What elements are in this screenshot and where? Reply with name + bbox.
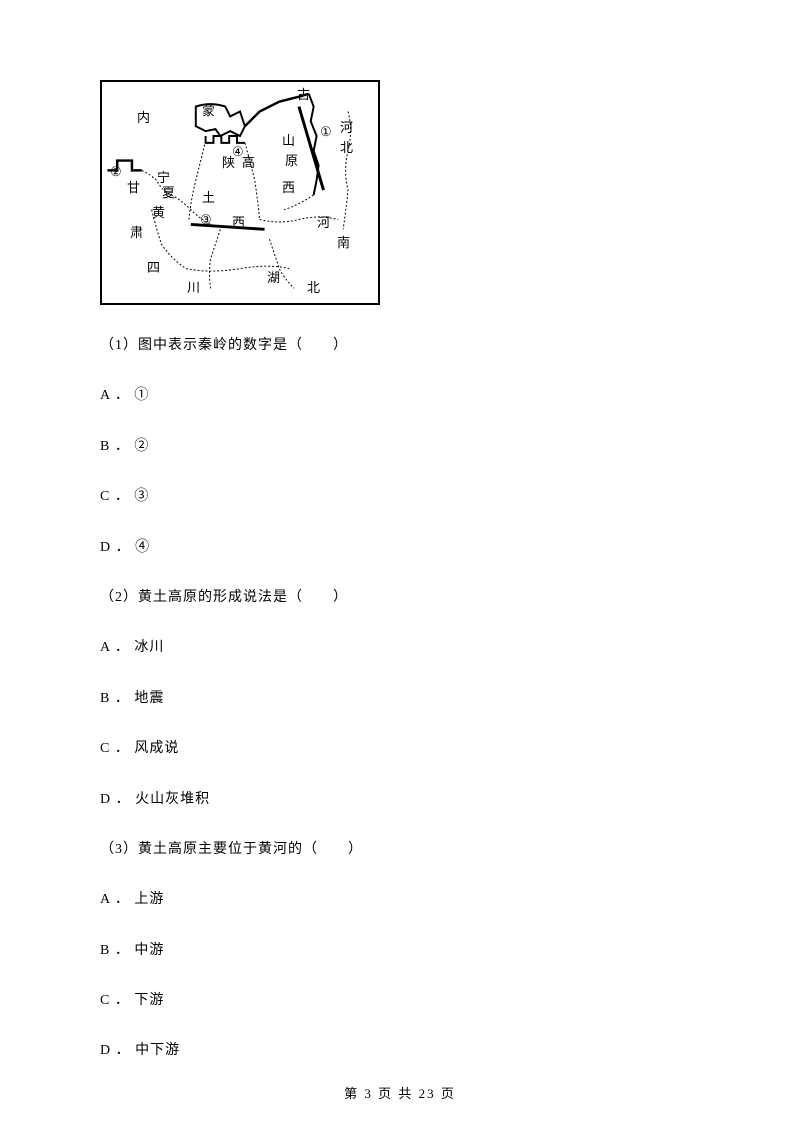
map-label-huang: 黄 (152, 202, 165, 221)
map-label-nan: 南 (337, 232, 350, 251)
map-label-su: 肃 (130, 222, 143, 241)
question-2-option-b: B ． 地震 (100, 688, 700, 710)
map-label-hu: 湖 (267, 267, 280, 286)
map-label-henan: 河 (317, 212, 330, 231)
question-1: （1）图中表示秦岭的数字是（ ） (100, 335, 700, 357)
map-label-shanxi2: 山 (282, 130, 295, 149)
map-label-gao: 高 (242, 152, 255, 171)
map-figure: 内 蒙 古 山 西 河 北 原 宁 夏 陕 高 甘 肃 黄 土 西 河 南 四 … (100, 80, 380, 305)
question-1-option-c: C ． ③ (100, 486, 700, 508)
question-2-option-a: A ． 冰川 (100, 637, 700, 659)
question-3-option-d: D ． 中下游 (100, 1040, 700, 1062)
map-label-hebei: 河 (340, 117, 353, 136)
map-label-xi-shaan: 西 (232, 212, 245, 231)
map-label-tu: 土 (202, 187, 215, 206)
map-label-xi2: 西 (282, 177, 295, 196)
map-label-si: 四 (147, 257, 160, 276)
map-label-yuan: 原 (285, 150, 298, 169)
map-label-beihu: 北 (307, 277, 320, 296)
question-3-option-a: A ． 上游 (100, 889, 700, 911)
question-1-option-d: D ． ④ (100, 537, 700, 559)
map-label-nei: 内 (137, 107, 150, 126)
map-label-num4: ④ (232, 144, 244, 160)
question-3-option-b: B ． 中游 (100, 940, 700, 962)
question-2: （2）黄土高原的形成说法是（ ） (100, 587, 700, 609)
map-label-gu: 古 (297, 84, 310, 103)
question-3: （3）黄土高原主要位于黄河的（ ） (100, 839, 700, 861)
question-1-option-a: A ． ① (100, 385, 700, 407)
map-label-chuan: 川 (187, 277, 200, 296)
question-1-option-b: B ． ② (100, 436, 700, 458)
map-label-num1: ① (320, 124, 332, 140)
map-label-bei: 北 (340, 137, 353, 156)
map-label-num3: ③ (200, 212, 212, 228)
map-label-gan: 甘 (127, 177, 140, 196)
question-2-option-d: D ． 火山灰堆积 (100, 789, 700, 811)
page-footer: 第 3 页 共 23 页 (0, 1083, 800, 1102)
map-label-num2: ② (110, 164, 122, 180)
question-2-option-c: C ． 风成说 (100, 738, 700, 760)
question-3-option-c: C ． 下游 (100, 990, 700, 1012)
map-label-xia: 夏 (162, 182, 175, 201)
map-label-meng: 蒙 (202, 100, 215, 119)
